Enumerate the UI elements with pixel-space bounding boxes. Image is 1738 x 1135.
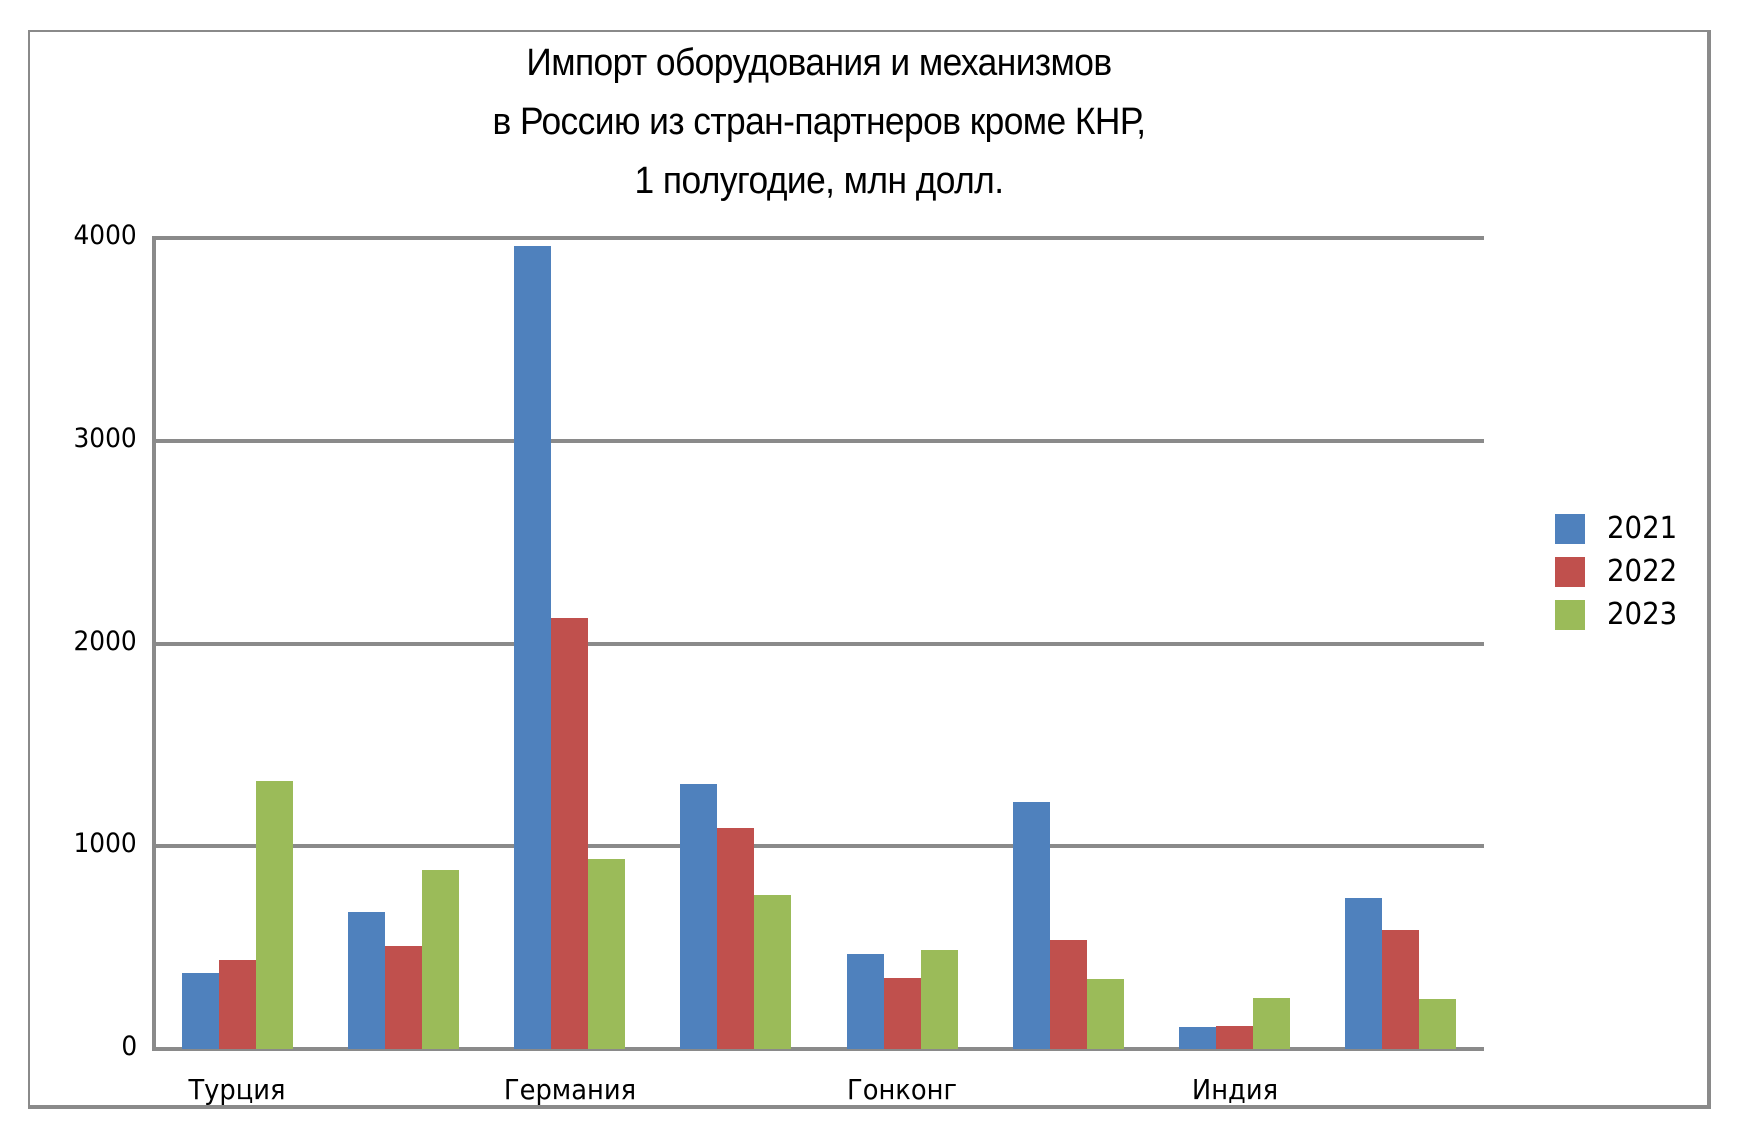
x-category-label: Индия: [1191, 1073, 1278, 1106]
legend-item-2023: 2023: [1555, 593, 1683, 636]
legend-item-2022: 2022: [1555, 550, 1683, 593]
bar-2023-6: [1253, 997, 1291, 1049]
bar-2021-6: [1179, 1026, 1217, 1049]
y-tick-label: 4000: [73, 220, 137, 251]
y-tick-label: 3000: [73, 422, 137, 454]
bar-2022-1: [384, 946, 422, 1049]
gridline: [154, 844, 1484, 849]
bar-2022-2: [551, 617, 589, 1049]
bar-2022-0: [218, 960, 256, 1049]
bar-2023-3: [754, 894, 792, 1049]
legend-label: 2021: [1607, 510, 1678, 546]
bar-2021-7: [1345, 897, 1383, 1049]
chart-title-line-1: Импорт оборудования и механизмов: [526, 42, 1112, 84]
bar-2022-6: [1216, 1025, 1254, 1049]
chart-frame: [28, 30, 1711, 1109]
legend-label: 2022: [1607, 553, 1678, 589]
y-tick-label: 1000: [73, 828, 137, 860]
legend: 2021 2022 2023: [1555, 507, 1683, 636]
chart-title-line-2: в Россию из стран-партнеров кроме КНР,: [492, 101, 1147, 143]
bar-2023-5: [1086, 978, 1124, 1049]
legend-swatch-icon: [1555, 556, 1585, 587]
legend-swatch-icon: [1555, 599, 1585, 630]
bar-2023-2: [588, 859, 626, 1049]
bar-2022-3: [717, 828, 755, 1049]
legend-swatch-icon: [1555, 513, 1585, 544]
x-category-label: Турция: [188, 1073, 286, 1106]
y-tick-label: 0: [121, 1031, 137, 1062]
bar-2022-5: [1049, 939, 1087, 1049]
bar-2021-5: [1012, 802, 1050, 1049]
bar-2022-4: [883, 978, 921, 1049]
bar-2023-0: [255, 781, 293, 1049]
y-axis-line: [152, 236, 156, 1051]
x-category-label: Германия: [503, 1073, 636, 1106]
chart-title-line-3: 1 полугодие, млн долл.: [634, 160, 1005, 202]
chart-title: Импорт оборудования и механизмов в Росси…: [201, 34, 1438, 211]
bar-2021-2: [514, 246, 552, 1049]
bar-2023-1: [421, 870, 459, 1049]
y-tick-label: 2000: [73, 625, 137, 657]
bar-2023-4: [920, 949, 958, 1049]
bar-2022-7: [1382, 929, 1420, 1049]
plot-area: [152, 236, 1484, 1051]
gridline: [154, 641, 1484, 646]
legend-item-2021: 2021: [1555, 507, 1683, 550]
bar-2023-7: [1419, 998, 1457, 1049]
bar-2021-1: [347, 912, 385, 1049]
gridline: [154, 438, 1484, 443]
bar-2021-4: [846, 953, 884, 1049]
gridline: [154, 236, 1484, 240]
bar-2021-0: [181, 973, 219, 1049]
x-axis-line: [154, 1047, 1484, 1051]
legend-label: 2023: [1607, 596, 1678, 632]
x-category-label: Гонконг: [847, 1073, 958, 1106]
bar-2021-3: [680, 784, 718, 1049]
